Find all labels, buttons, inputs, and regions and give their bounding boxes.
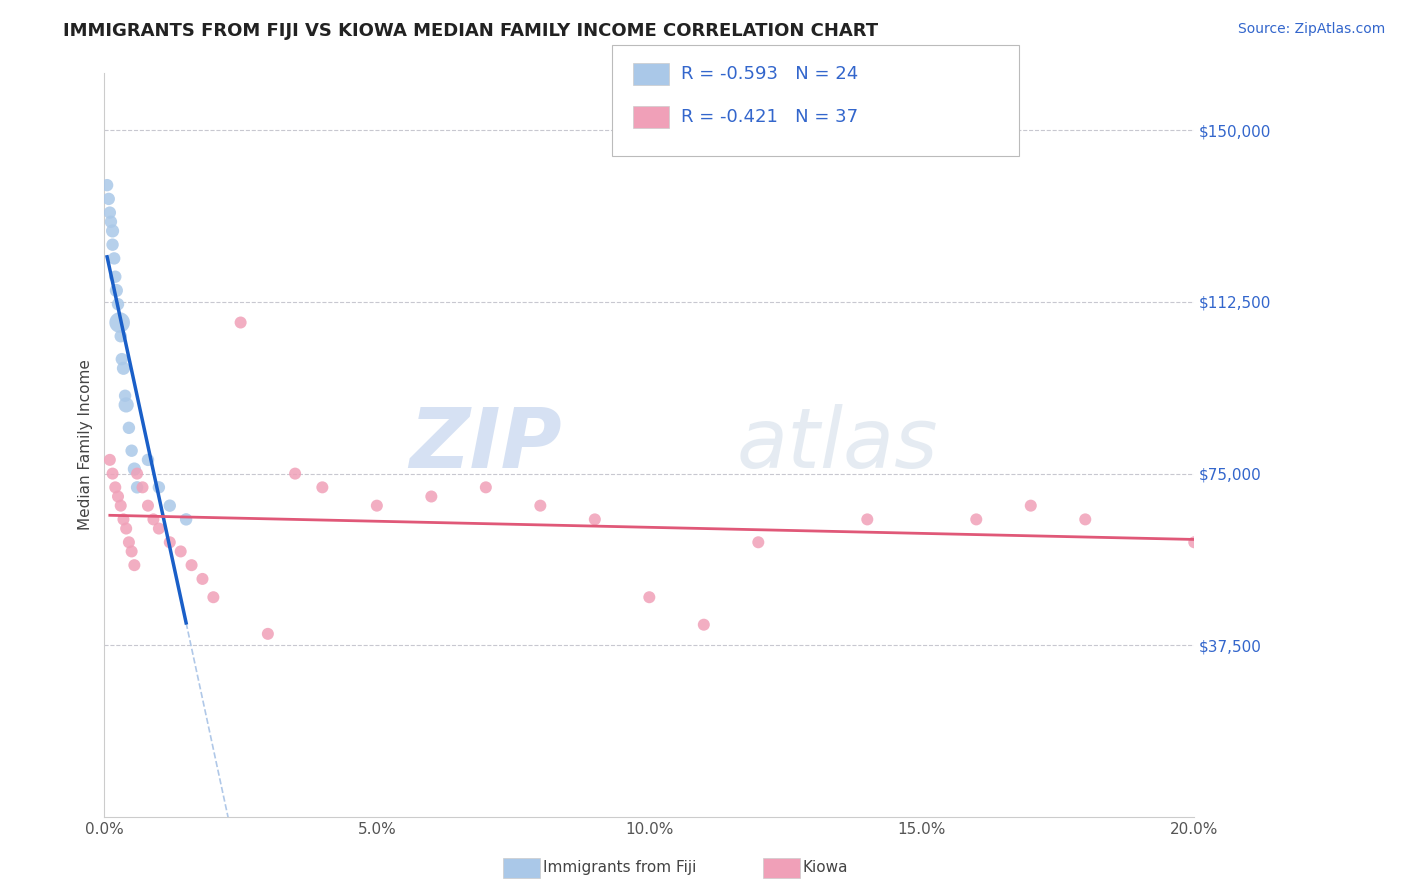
Point — [131, 480, 153, 494]
Point — [100, 215, 122, 229]
Point — [148, 480, 170, 494]
Text: Source: ZipAtlas.com: Source: ZipAtlas.com — [1237, 22, 1385, 37]
Point — [118, 535, 141, 549]
Point — [202, 591, 225, 605]
Text: R = -0.593   N = 24: R = -0.593 N = 24 — [681, 65, 858, 83]
Point — [96, 178, 118, 193]
Point — [112, 361, 135, 376]
Text: IMMIGRANTS FROM FIJI VS KIOWA MEDIAN FAMILY INCOME CORRELATION CHART: IMMIGRANTS FROM FIJI VS KIOWA MEDIAN FAM… — [63, 22, 879, 40]
Point — [107, 490, 129, 504]
Text: R = -0.421   N = 37: R = -0.421 N = 37 — [681, 108, 858, 126]
Y-axis label: Median Family Income: Median Family Income — [79, 359, 93, 531]
Point — [142, 512, 165, 526]
Text: ZIP: ZIP — [409, 404, 562, 485]
Point — [110, 499, 132, 513]
Text: atlas: atlas — [737, 404, 938, 485]
Point — [105, 284, 128, 298]
Point — [170, 544, 193, 558]
Point — [104, 480, 127, 494]
Point — [115, 522, 138, 536]
Point — [101, 224, 124, 238]
Point — [107, 297, 129, 311]
Point — [108, 316, 131, 330]
Point — [111, 352, 134, 367]
Point — [311, 480, 333, 494]
Point — [747, 535, 769, 549]
Point — [420, 490, 443, 504]
Point — [121, 443, 143, 458]
Point — [257, 627, 280, 641]
Point — [148, 522, 170, 536]
Point — [125, 480, 148, 494]
Point — [856, 512, 879, 526]
Point — [118, 421, 141, 435]
Point — [112, 512, 135, 526]
Point — [97, 192, 120, 206]
Point — [583, 512, 606, 526]
Point — [110, 329, 132, 343]
Point — [638, 591, 661, 605]
Point — [98, 205, 121, 219]
Point — [174, 512, 197, 526]
Point — [121, 544, 143, 558]
Point — [229, 316, 252, 330]
Point — [98, 453, 121, 467]
Point — [124, 558, 146, 573]
Point — [284, 467, 307, 481]
Text: Immigrants from Fiji: Immigrants from Fiji — [543, 861, 696, 875]
Point — [104, 269, 127, 284]
Point — [159, 499, 181, 513]
Point — [180, 558, 202, 573]
Point — [136, 453, 159, 467]
Point — [1074, 512, 1097, 526]
Point — [124, 462, 146, 476]
Point — [115, 398, 138, 412]
Point — [159, 535, 181, 549]
Point — [529, 499, 551, 513]
Point — [191, 572, 214, 586]
Point — [693, 617, 716, 632]
Point — [136, 499, 159, 513]
Point — [114, 389, 136, 403]
Point — [965, 512, 987, 526]
Point — [101, 237, 124, 252]
Point — [475, 480, 498, 494]
Text: Kiowa: Kiowa — [803, 861, 848, 875]
Point — [101, 467, 124, 481]
Point — [366, 499, 388, 513]
Point — [1019, 499, 1042, 513]
Point — [125, 467, 148, 481]
Point — [103, 252, 125, 266]
Point — [1182, 535, 1205, 549]
